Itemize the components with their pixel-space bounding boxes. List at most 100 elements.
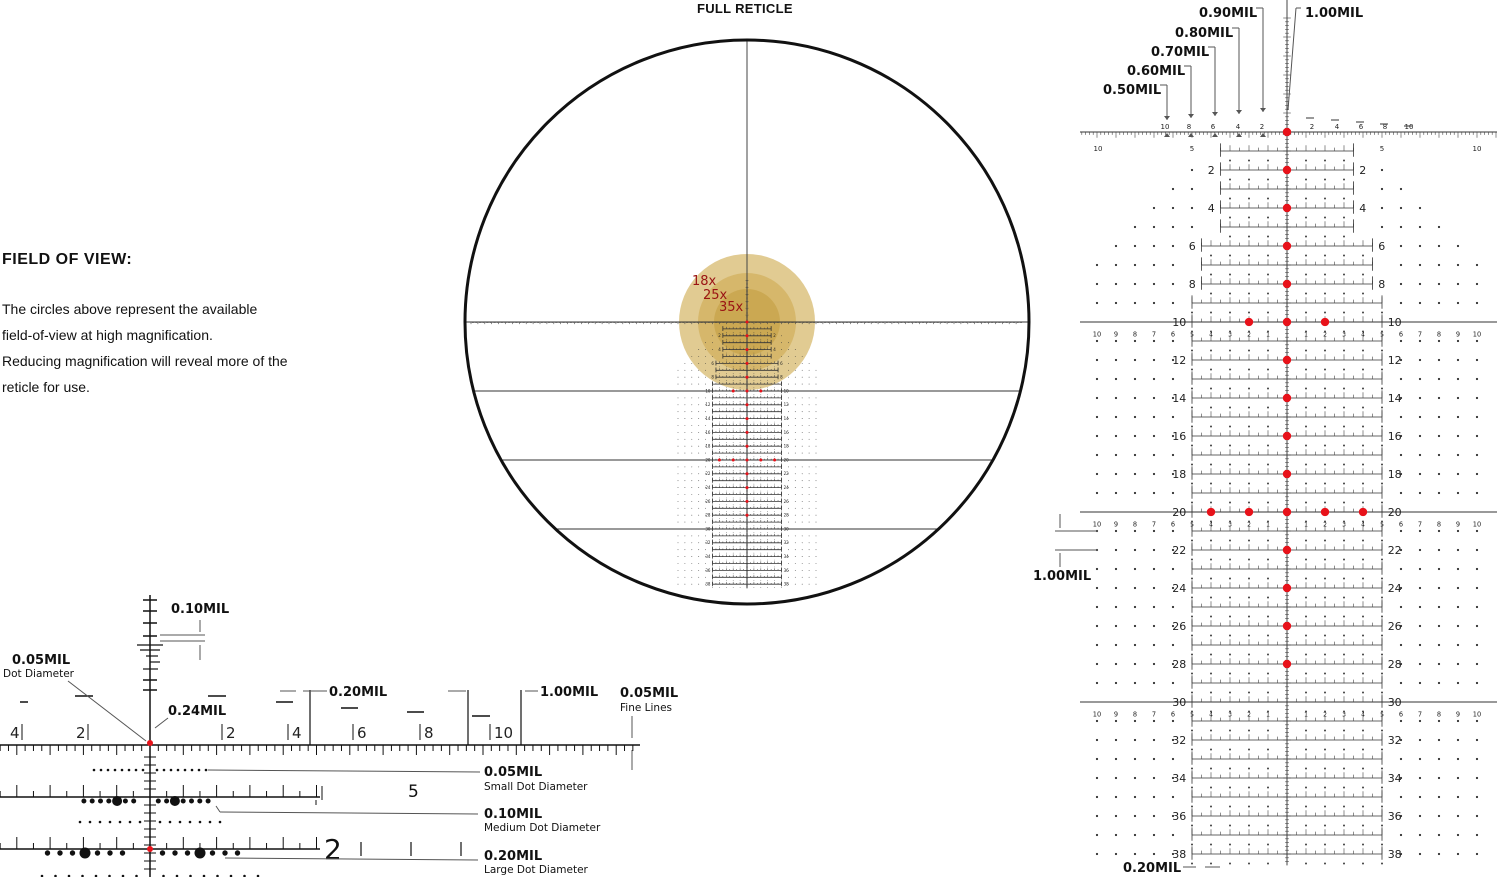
wing-label: 2 [1323,331,1327,338]
wing-label: 1 [1266,711,1270,718]
fov-heading: FIELD OF VIEW: [2,251,133,268]
half-row-dot [781,483,782,485]
grid-dot [1456,586,1460,590]
half-row-dot [1267,330,1269,333]
callout-fine-005-sub: Fine Lines [620,702,672,714]
grid-dot [698,452,700,454]
grid-dot [1380,206,1384,210]
wing-label: 7 [1152,520,1156,528]
grid-dot [1418,206,1422,210]
grid-dot [815,500,817,502]
wing-label: 6 [1399,330,1403,338]
top-scale-label: 6 [1211,123,1216,131]
grid-dot [1418,567,1422,571]
half-row-dot [1191,862,1193,865]
small-dot [134,768,138,772]
mag-label-35x: 35x [719,300,744,315]
half-row-dot [1248,672,1250,675]
half-row-dot [1210,805,1212,808]
half-row-dot [1343,463,1345,466]
row-label-left: 38 [1172,848,1186,861]
grid-dot [1418,548,1422,552]
grid-dot [787,342,789,344]
grid-dot [1399,624,1403,628]
small-dot [183,768,187,772]
grid-dot [698,514,700,516]
half-row-dot [1210,862,1212,865]
grid-dot [1475,472,1479,476]
grid-dot [1399,225,1403,229]
half-row-dot [760,573,762,575]
wing-label: 1 [1304,711,1308,718]
grid-dot [1133,339,1137,343]
grid-dot [684,583,686,585]
grid-dot [1456,282,1460,286]
grid-dot [1399,244,1403,248]
half-row-dot [739,525,741,526]
half-row-dot [1191,786,1193,789]
grid-dot [787,500,789,502]
row-label-left: 34 [1172,772,1186,785]
half-row-dot [781,394,782,395]
red-aim-dot [1282,355,1292,365]
grid-dot [1133,282,1137,286]
grid-dot [781,349,782,351]
grid-dot [815,466,817,468]
grid-dot [801,397,803,399]
detail-scale-label: 8 [424,724,434,742]
half-row-dot [1248,786,1250,789]
grid-dot [1152,263,1156,267]
grid-dot [1475,529,1479,533]
wing-label: 7 [1418,520,1422,528]
grid-dot [808,569,810,571]
grid-dot [1114,548,1118,552]
grid-dot [1475,263,1479,267]
half-row-dot [739,559,741,561]
grid-dot [1437,377,1441,381]
half-row-dot [1305,178,1307,181]
grid-dot [787,535,789,537]
half-row-dot [753,414,755,416]
half-row-dot [1229,824,1231,827]
half-row-dot [753,483,755,485]
grid-dot [1418,814,1422,818]
half-row-dot [1324,596,1326,599]
half-row-dot [753,559,755,561]
medium-dot [122,798,128,804]
half-row-dot [725,552,727,554]
grid-dot [691,466,693,468]
half-row-dot [1362,349,1364,352]
grid-dot [1114,301,1118,305]
half-row-dot [1229,292,1231,295]
half-row-dot [781,587,782,588]
half-row-dot [1305,197,1307,200]
row-label-right: 10 [784,388,790,393]
grid-dot [1152,567,1156,571]
half-row-dot [1343,501,1345,504]
half-row-dot [767,456,769,457]
half-row-dot [719,407,720,409]
grid-dot [815,487,817,489]
half-row-dot [753,532,755,533]
half-row-dot [774,587,775,588]
half-row-dot [1343,254,1345,257]
grid-dot [1418,643,1422,647]
small-dot [202,874,206,877]
grid-dot [712,335,713,337]
half-row-dot [719,490,720,492]
half-row-dot [1305,368,1307,371]
grid-dot [677,438,679,440]
half-row-dot [719,387,720,388]
grid-dot [1418,339,1422,343]
grid-dot [691,507,693,509]
grid-dot [808,563,810,564]
half-row-dot [760,580,762,582]
red-aim-dot [745,430,749,434]
grid-dot [1171,662,1175,666]
half-row-dot [1343,349,1345,352]
grid-dot [1437,301,1441,305]
grid-dot [801,500,803,502]
small-dot [88,820,92,824]
detail-number-5: 5 [408,782,419,802]
half-row-dot [1248,520,1250,523]
